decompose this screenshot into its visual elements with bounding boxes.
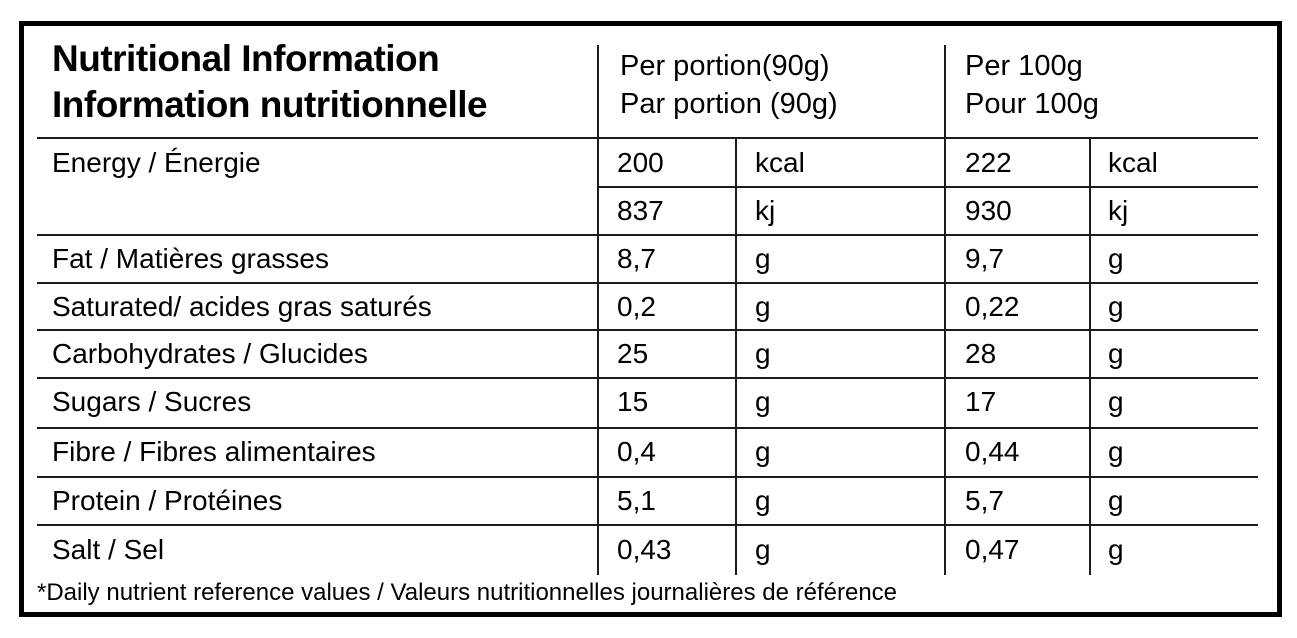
row-separator xyxy=(37,377,1258,379)
divider-label-portion xyxy=(597,45,599,575)
row-separator xyxy=(37,427,1258,429)
table-row-energy-kcal: Energy / Énergie 200 kcal 222 kcal xyxy=(0,139,1297,187)
table-row-energy-kj: 837 kj 930 kj xyxy=(0,187,1297,235)
portion-value: 837 xyxy=(617,195,664,226)
divider-portion-100g xyxy=(944,45,946,575)
divider-portion-value-unit xyxy=(735,139,737,575)
row-label: Salt / Sel xyxy=(52,534,165,565)
column-header-per-portion: Per portion(90g) Par portion (90g) xyxy=(620,47,838,123)
portion-unit: g xyxy=(755,243,771,274)
row-label: Protein / Protéines xyxy=(52,485,283,516)
daily-reference-footnote: *Daily nutrient reference values / Valeu… xyxy=(37,579,898,606)
portion-value: 0,43 xyxy=(617,534,672,565)
per100-unit: g xyxy=(1108,243,1124,274)
per100-value: 17 xyxy=(965,386,997,417)
portion-unit: g xyxy=(755,386,771,417)
table-row-salt: Salt / Sel 0,43 g 0,47 g xyxy=(0,526,1297,574)
divider-100g-value-unit xyxy=(1089,139,1091,575)
per100-value: 0,44 xyxy=(965,436,1020,467)
row-separator xyxy=(37,329,1258,331)
per100-unit: kcal xyxy=(1108,147,1158,178)
per-portion-english: Per portion(90g) xyxy=(620,50,830,82)
per100-unit: kj xyxy=(1108,195,1129,226)
per100-unit: g xyxy=(1108,534,1124,565)
row-separator xyxy=(37,234,1258,236)
table-row-fat: Fat / Matières grasses 8,7 g 9,7 g xyxy=(0,235,1297,283)
per100-unit: g xyxy=(1108,291,1124,322)
portion-value: 0,4 xyxy=(617,436,656,467)
portion-value: 15 xyxy=(617,386,649,417)
row-label: Sugars / Sucres xyxy=(52,386,252,417)
per100-unit: g xyxy=(1108,436,1124,467)
table-row-protein: Protein / Protéines 5,1 g 5,7 g xyxy=(0,477,1297,525)
per100-value: 9,7 xyxy=(965,243,1004,274)
portion-unit: g xyxy=(755,534,771,565)
row-label: Fat / Matières grasses xyxy=(52,243,329,274)
per100-unit: g xyxy=(1108,338,1124,369)
table-row-carbohydrates: Carbohydrates / Glucides 25 g 28 g xyxy=(0,330,1297,378)
portion-value: 25 xyxy=(617,338,649,369)
per100-value: 0,22 xyxy=(965,291,1020,322)
title-french: Information nutritionnelle xyxy=(52,84,488,125)
page-title: Nutritional Information Information nutr… xyxy=(52,36,488,128)
per100-value: 930 xyxy=(965,195,1012,226)
row-label: Carbohydrates / Glucides xyxy=(52,338,368,369)
outer-border xyxy=(19,21,1282,617)
row-label: Fibre / Fibres alimentaires xyxy=(52,436,376,467)
table-row-fibre: Fibre / Fibres alimentaires 0,4 g 0,44 g xyxy=(0,428,1297,476)
table-row-sugars: Sugars / Sucres 15 g 17 g xyxy=(0,378,1297,426)
portion-value: 0,2 xyxy=(617,291,656,322)
per100-unit: g xyxy=(1108,485,1124,516)
per100-value: 28 xyxy=(965,338,997,369)
row-separator xyxy=(37,524,1258,526)
per100-value: 222 xyxy=(965,147,1012,178)
per100-unit: g xyxy=(1108,386,1124,417)
portion-value: 200 xyxy=(617,147,664,178)
row-label: Energy / Énergie xyxy=(52,147,261,178)
per100-value: 0,47 xyxy=(965,534,1020,565)
column-header-per-100g: Per 100g Pour 100g xyxy=(965,47,1099,123)
portion-value: 5,1 xyxy=(617,485,656,516)
row-label: Saturated/ acides gras saturés xyxy=(52,291,432,322)
portion-unit: kcal xyxy=(755,147,805,178)
portion-unit: g xyxy=(755,485,771,516)
portion-unit: g xyxy=(755,338,771,369)
row-separator xyxy=(37,282,1258,284)
table-row-saturated: Saturated/ acides gras saturés 0,2 g 0,2… xyxy=(0,283,1297,331)
title-english: Nutritional Information xyxy=(52,38,440,79)
header-separator xyxy=(37,137,1258,139)
per-100g-english: Per 100g xyxy=(965,50,1083,82)
portion-value: 8,7 xyxy=(617,243,656,274)
portion-unit: g xyxy=(755,436,771,467)
per100-value: 5,7 xyxy=(965,485,1004,516)
per-portion-french: Par portion (90g) xyxy=(620,88,838,120)
row-separator xyxy=(37,476,1258,478)
energy-subrow-separator xyxy=(597,186,1258,188)
per-100g-french: Pour 100g xyxy=(965,88,1099,120)
portion-unit: g xyxy=(755,291,771,322)
portion-unit: kj xyxy=(755,195,776,226)
